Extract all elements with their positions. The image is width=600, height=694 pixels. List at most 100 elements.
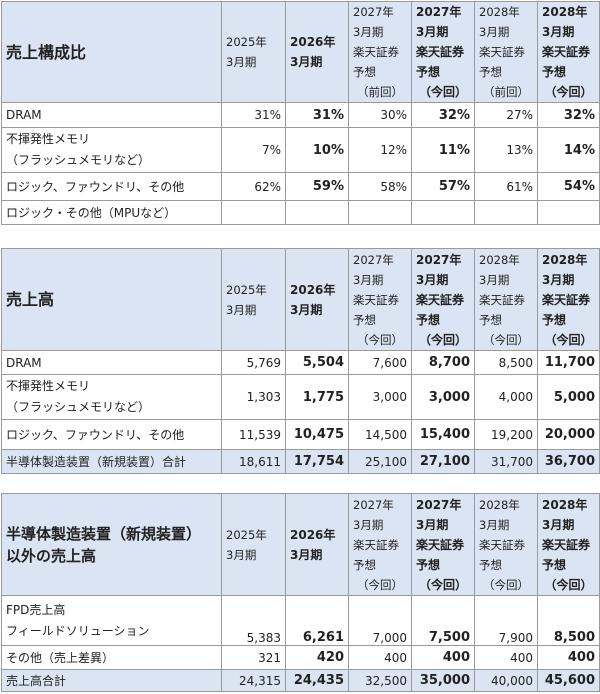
row-label: ロジック、ファウンドリ、その他 bbox=[1, 419, 222, 450]
cell-value: 24,435 bbox=[285, 669, 349, 692]
composition-table: 売上構成比 2025年 3月期 2026年 3月期 2027年 3月期 楽天証券… bbox=[1, 1, 600, 225]
table-title-line: 半導体製造装置（新規装置） bbox=[6, 524, 202, 543]
cell-value: 5,383 bbox=[221, 595, 286, 646]
column-header-line: 楽天証券 bbox=[353, 292, 399, 307]
cell-value: 6,261 bbox=[285, 595, 349, 646]
cell-value: 27% bbox=[474, 102, 538, 128]
column-header-line: 2026年 bbox=[290, 35, 336, 49]
column-header: 2027年 3月期 楽天証券 予想 （今回） bbox=[348, 248, 412, 351]
cell-value: 32% bbox=[411, 102, 475, 128]
column-header-line: 2027年 bbox=[353, 252, 394, 267]
column-header-line: 3月期 bbox=[416, 272, 449, 287]
column-header-line: 2025年 bbox=[226, 282, 267, 297]
column-header-line: 楽天証券 bbox=[542, 292, 591, 307]
table-header-row: 半導体製造装置（新規装置） 以外の売上高 2025年 3月期 2026年 3月期… bbox=[1, 493, 600, 596]
cell-value: 321 bbox=[221, 645, 286, 670]
table-row: ロジック、ファウンドリ、その他 62% 59% 58% 57% 61% 54% bbox=[1, 172, 600, 201]
column-header: 2026年 3月期 bbox=[285, 493, 349, 596]
table-row: その他（売上差異） 321 420 400 400 400 400 bbox=[1, 645, 600, 670]
column-header-line: 2028年 bbox=[542, 5, 588, 19]
column-header: 2027年 3月期 楽天証券 予想 （今回） bbox=[348, 493, 412, 596]
row-label: その他（売上差異） bbox=[1, 645, 222, 670]
cell-value: 27,100 bbox=[411, 449, 475, 474]
table-title-cell: 売上構成比 bbox=[1, 1, 222, 103]
cell-value: 14,500 bbox=[348, 419, 412, 450]
column-header: 2028年 3月期 楽天証券 予想 （今回） bbox=[537, 248, 600, 351]
total-row: 売上高合計 24,315 24,435 32,500 35,000 40,000… bbox=[1, 669, 600, 692]
cell-value: 10,475 bbox=[285, 419, 349, 450]
column-header-line: 楽天証券 bbox=[479, 292, 525, 307]
cell-value: 31% bbox=[285, 102, 349, 128]
cell-value: 7,900 bbox=[474, 595, 538, 646]
column-header: 2028年 3月期 楽天証券 予想 （前回） bbox=[474, 1, 538, 103]
cell-value: 7,000 bbox=[348, 595, 412, 646]
row-label: FPD売上高 フィールドソリューション bbox=[1, 595, 222, 646]
cell-value bbox=[348, 200, 412, 225]
cell-value: 15,400 bbox=[411, 419, 475, 450]
cell-value: 400 bbox=[411, 645, 475, 670]
row-label-line: 不揮発性メモリ bbox=[6, 379, 91, 393]
column-header: 2028年 3月期 楽天証券 予想 （今回） bbox=[537, 493, 600, 596]
column-header-line: （今回） bbox=[544, 332, 593, 347]
cell-value: 62% bbox=[221, 172, 286, 201]
column-header: 2028年 3月期 楽天証券 予想 （今回） bbox=[537, 1, 600, 103]
column-header-line: 予想 bbox=[479, 312, 502, 327]
table-title-line: 以外の売上高 bbox=[6, 546, 97, 565]
table-title: 売上高 bbox=[6, 290, 55, 309]
column-header-line: （今回） bbox=[544, 577, 593, 592]
column-header-line: （今回） bbox=[544, 85, 593, 99]
column-header-line: 2028年 bbox=[479, 252, 520, 267]
column-header-line: 3月期 bbox=[542, 272, 575, 287]
cell-value bbox=[474, 200, 538, 225]
cell-value: 32,500 bbox=[348, 669, 412, 692]
cell-value: 3,000 bbox=[411, 374, 475, 420]
column-header: 2027年 3月期 楽天証券 予想 （今回） bbox=[411, 248, 475, 351]
column-header-line: 3月期 bbox=[353, 272, 384, 287]
cell-value: 10% bbox=[285, 127, 349, 173]
column-header-line: （今回） bbox=[357, 577, 403, 592]
cell-value: 54% bbox=[537, 172, 600, 201]
sales-table: 売上高 2025年 3月期 2026年 3月期 2027年 3月期 楽天証券 予… bbox=[1, 248, 600, 474]
column-header-line: （今回） bbox=[418, 85, 467, 99]
column-header-line: 予想 bbox=[416, 65, 441, 79]
column-header: 2026年 3月期 bbox=[285, 1, 349, 103]
cell-value: 5,504 bbox=[285, 350, 349, 375]
cell-value: 11,700 bbox=[537, 350, 600, 375]
cell-value: 7,500 bbox=[411, 595, 475, 646]
table-header-row: 売上構成比 2025年 3月期 2026年 3月期 2027年 3月期 楽天証券… bbox=[1, 1, 600, 103]
cell-value: 11% bbox=[411, 127, 475, 173]
row-label: 半導体製造装置（新規装置）合計 bbox=[1, 449, 222, 474]
cell-value: 400 bbox=[537, 645, 600, 670]
column-header-line: 2027年 bbox=[353, 5, 394, 19]
cell-value: 61% bbox=[474, 172, 538, 201]
column-header-line: 2027年 bbox=[416, 5, 462, 19]
cell-value: 4,000 bbox=[474, 374, 538, 420]
row-label: ロジック・その他（MPUなど） bbox=[1, 200, 222, 225]
column-header: 2025年 3月期 bbox=[221, 493, 286, 596]
row-label-line: （フラッシュメモリなど） bbox=[6, 153, 151, 167]
column-header-line: 楽天証券 bbox=[353, 537, 399, 552]
column-header-line: 楽天証券 bbox=[479, 45, 525, 59]
cell-value: 31% bbox=[221, 102, 286, 128]
cell-value: 24,315 bbox=[221, 669, 286, 692]
table-header-row: 売上高 2025年 3月期 2026年 3月期 2027年 3月期 楽天証券 予… bbox=[1, 248, 600, 351]
cell-value: 13% bbox=[474, 127, 538, 173]
column-header-line: 3月期 bbox=[542, 25, 575, 39]
cell-value: 30% bbox=[348, 102, 412, 128]
column-header-line: 予想 bbox=[353, 65, 376, 79]
column-header-line: 3月期 bbox=[542, 517, 575, 532]
column-header-line: 2026年 bbox=[290, 282, 336, 297]
cell-value: 20,000 bbox=[537, 419, 600, 450]
cell-value: 40,000 bbox=[474, 669, 538, 692]
column-header-line: 2027年 bbox=[416, 252, 462, 267]
cell-value bbox=[221, 200, 286, 225]
cell-value: 12% bbox=[348, 127, 412, 173]
column-header: 2027年 3月期 楽天証券 予想 （今回） bbox=[411, 493, 475, 596]
cell-value: 59% bbox=[285, 172, 349, 201]
cell-value: 19,200 bbox=[474, 419, 538, 450]
total-row: 半導体製造装置（新規装置）合計 18,611 17,754 25,100 27,… bbox=[1, 449, 600, 474]
column-header: 2025年 3月期 bbox=[221, 1, 286, 103]
column-header-line: 3月期 bbox=[226, 302, 257, 317]
column-header-line: （前回） bbox=[357, 85, 403, 99]
column-header-line: 予想 bbox=[353, 557, 376, 572]
